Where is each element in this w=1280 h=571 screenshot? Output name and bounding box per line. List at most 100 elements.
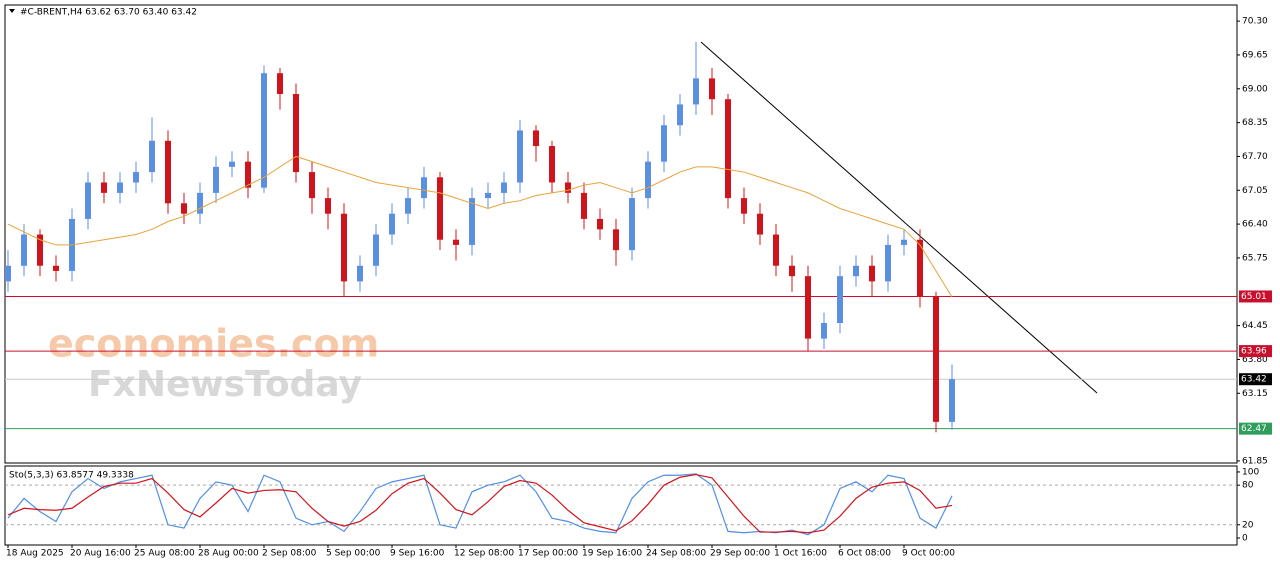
x-tick-label: 9 Oct 00:00 [902, 549, 955, 559]
level-label-box [1239, 345, 1272, 358]
y-tick-label: 67.05 [1242, 186, 1268, 196]
y-tick-label: 69.00 [1242, 84, 1268, 94]
x-tick-label: 28 Aug 00:00 [198, 549, 259, 559]
candle-body [421, 177, 427, 199]
candle-body [917, 239, 923, 297]
candle-body [869, 265, 875, 282]
candle-body [85, 182, 91, 219]
candle-body [501, 182, 507, 193]
candle-body [453, 239, 459, 245]
moving-average [7, 155, 953, 298]
y-tick-label: 67.70 [1242, 152, 1268, 162]
candle-body [789, 265, 795, 277]
candle-body [165, 140, 171, 204]
x-tick-label: 6 Oct 08:00 [838, 549, 891, 559]
level-label-box [1239, 373, 1272, 386]
candle-body [741, 198, 747, 214]
y-tick-label: 66.40 [1242, 220, 1268, 230]
candle-body [949, 379, 955, 422]
candle-body [773, 234, 779, 266]
main-panel [4, 4, 1238, 464]
x-tick-label: 9 Sep 16:00 [390, 549, 445, 559]
trend-line [700, 41, 1098, 394]
candle-body [709, 78, 715, 100]
x-tick-label: 19 Sep 16:00 [582, 549, 642, 559]
candle-body [213, 166, 219, 193]
candle-body [245, 161, 251, 188]
y-tick-label: 69.65 [1242, 50, 1268, 60]
watermark: FxNewsToday [88, 364, 362, 405]
osc-line [7, 473, 953, 534]
x-tick-label: 17 Sep 00:00 [518, 549, 578, 559]
x-tick-label: 2 Sep 08:00 [262, 549, 317, 559]
x-tick-label: 29 Sep 00:00 [710, 549, 770, 559]
osc-tick-label: 80 [1242, 481, 1254, 491]
candle-body [661, 125, 667, 162]
y-tick-label: 63.15 [1242, 389, 1268, 399]
x-tick-label: 1 Oct 16:00 [774, 549, 827, 559]
candle-body [373, 234, 379, 266]
candle-body [629, 198, 635, 251]
osc-tick-label: 100 [1242, 467, 1259, 477]
candle-body [21, 234, 27, 266]
level-label: 63.42 [1241, 375, 1267, 385]
candle-body [725, 99, 731, 199]
candle-body [5, 265, 11, 282]
candle-body [357, 265, 363, 282]
candle-body [597, 218, 603, 230]
candle-body [517, 130, 523, 183]
candle-body [53, 265, 59, 271]
level-label-box [1239, 290, 1272, 303]
candle-body [677, 104, 683, 126]
y-tick-label: 61.85 [1242, 456, 1268, 466]
candle-body [405, 198, 411, 214]
candle-body [149, 140, 155, 173]
candle-body [229, 161, 235, 167]
x-tick-label: 12 Sep 08:00 [454, 549, 514, 559]
candle-body [805, 276, 811, 339]
y-tick-label: 68.35 [1242, 118, 1268, 128]
candle-body [549, 146, 555, 183]
candle-body [853, 265, 859, 277]
chart-title: #C-BRENT,H4 63.62 63.70 63.40 63.42 [20, 8, 197, 18]
menu-arrow [9, 9, 15, 13]
candle-body [469, 198, 475, 245]
osc-tick-label: 0 [1242, 533, 1248, 543]
y-tick-label: 70.30 [1242, 17, 1268, 27]
candle-body [117, 182, 123, 193]
candle-body [565, 182, 571, 193]
candle-body [901, 239, 907, 245]
osc-line [7, 473, 953, 536]
candle-body [693, 78, 699, 105]
level-label: 65.01 [1241, 292, 1267, 302]
candle-body [325, 198, 331, 214]
osc-tick-label: 20 [1242, 520, 1254, 530]
level-label: 62.47 [1241, 424, 1267, 434]
candle-body [821, 322, 827, 339]
level-label: 63.96 [1241, 347, 1267, 357]
candle-body [277, 73, 283, 94]
candle-body [101, 182, 107, 193]
y-tick-label: 64.45 [1242, 321, 1268, 331]
candle-body [309, 172, 315, 199]
candle-body [645, 161, 651, 199]
candle-body [613, 229, 619, 251]
candle-body [885, 244, 891, 282]
candle-body [933, 296, 939, 422]
level-label-box [1239, 422, 1272, 435]
candle-body [389, 213, 395, 235]
oscillator-title: Sto(5,3,3) 63.8577 49.3338 [9, 471, 134, 481]
candle-body [341, 213, 347, 282]
oscillator-panel [4, 465, 1238, 546]
candle-body [261, 73, 267, 188]
candle-body [581, 192, 587, 219]
candle-body [133, 172, 139, 183]
candle-body [197, 192, 203, 214]
watermark: economies.com [48, 322, 379, 366]
candle-body [181, 203, 187, 214]
x-tick-label: 20 Aug 16:00 [70, 549, 131, 559]
y-tick-label: 63.80 [1242, 355, 1268, 365]
candle-body [533, 130, 539, 147]
candle-body [485, 192, 491, 199]
